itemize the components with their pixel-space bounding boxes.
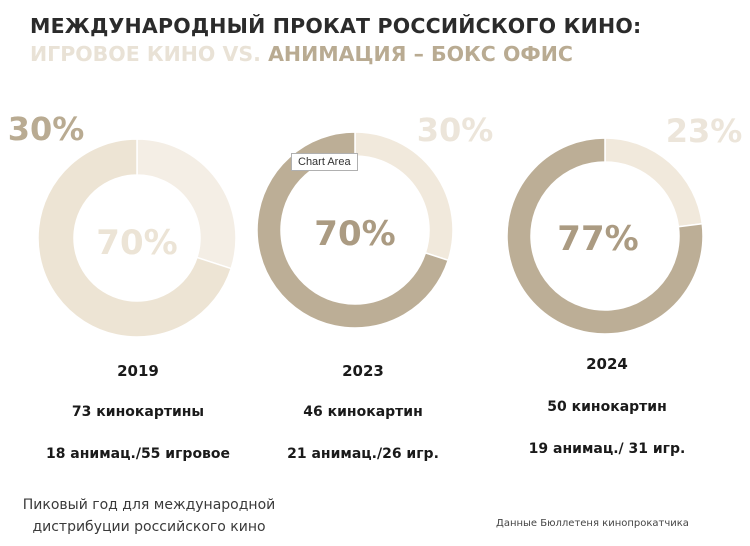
year-label-2023: 2023 [342, 362, 384, 380]
year-label-2024: 2024 [586, 355, 628, 373]
films-count-2019: 73 кинокартины [71, 404, 205, 420]
note-line-1: Пиковый год для международной [22, 497, 276, 513]
outer-pct-2024: 23% [666, 112, 743, 150]
outer-pct-2023: 30% [417, 111, 494, 149]
peak-year-note: Пиковый год для международной дистрибуци… [14, 494, 284, 538]
chart-subtitle: ИГРОВОЕ КИНО VS. АНИМАЦИЯ – БОКС ОФИС [30, 42, 573, 66]
outer-pct-2019: 30% [8, 110, 85, 148]
donut-slice-2019-animation [136, 138, 237, 270]
center-pct-2019: 70% [96, 223, 177, 263]
films-count-2023: 46 кинокартин [303, 404, 423, 420]
chart-title: МЕЖДУНАРОДНЫЙ ПРОКАТ РОССИЙСКОГО КИНО: [30, 14, 642, 38]
donut-slice-2024-animation [506, 137, 704, 335]
note-line-2: дистрибуции российского кино [32, 519, 266, 535]
data-source: Данные Бюллетеня кинопрокатчика [496, 518, 689, 529]
films-count-2024: 50 кинокартин [547, 399, 667, 415]
year-label-2019: 2019 [117, 362, 159, 380]
center-pct-2023: 70% [314, 214, 395, 254]
donut-slice-2024-live-action [604, 137, 704, 228]
donut-slice-2019-live-action [37, 138, 233, 338]
split-2019: 18 анимац./55 игровое [45, 446, 231, 462]
center-pct-2024: 77% [557, 219, 638, 259]
split-2024: 19 анимац./ 31 игр. [528, 441, 686, 457]
subtitle-part-live-action: ИГРОВОЕ КИНО VS. [30, 42, 261, 66]
donut-slice-2023-animation [256, 131, 450, 329]
split-2023: 21 анимац./26 игр. [287, 446, 439, 462]
chart-area-tooltip: Chart Area [291, 153, 358, 171]
subtitle-part-animation: АНИМАЦИЯ – БОКС ОФИС [268, 42, 573, 66]
